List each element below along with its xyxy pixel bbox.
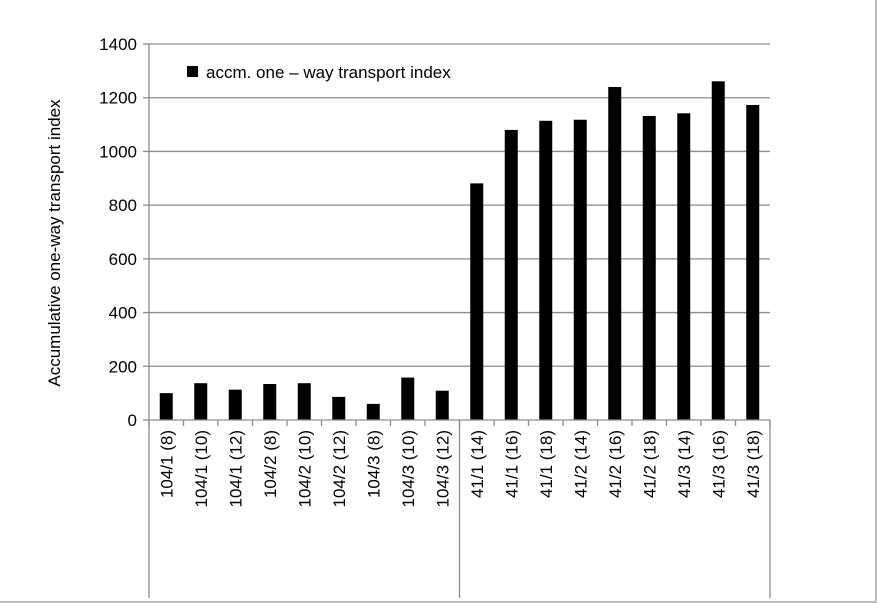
- y-tick-label: 800: [109, 196, 137, 215]
- category-label: 41/3 (14): [675, 430, 694, 498]
- category-label: 104/1 (10): [192, 430, 211, 508]
- legend: accm. one – way transport index: [187, 63, 451, 82]
- bar: [504, 129, 518, 420]
- bar: [332, 396, 346, 420]
- category-label: 104/3 (12): [433, 430, 452, 508]
- category-label: 41/1 (14): [468, 430, 487, 498]
- category-label: 41/1 (16): [502, 430, 521, 498]
- y-tick-label: 1000: [99, 142, 137, 161]
- category-label: 41/3 (18): [744, 430, 763, 498]
- category-label: 41/1 (18): [537, 430, 556, 498]
- category-labels: 104/1 (8) 104/1 (10) 104/1 (12) 104/2 (8) 10…: [157, 430, 763, 508]
- category-label: 104/2 (10): [295, 430, 314, 508]
- bar: [435, 390, 449, 420]
- bar: [228, 389, 242, 420]
- y-axis-ticks: 0 200 400 600 800 1000 1200 1400: [99, 35, 137, 430]
- bar: [263, 384, 277, 420]
- bar: [642, 115, 656, 420]
- category-label: 104/2 (12): [330, 430, 349, 508]
- category-label: 104/3 (10): [399, 430, 418, 508]
- bar: [677, 113, 691, 420]
- bar: [539, 120, 553, 420]
- y-tick-label: 600: [109, 250, 137, 269]
- bar: [470, 183, 484, 420]
- bar: [573, 119, 587, 420]
- bars: [159, 81, 760, 421]
- bar: [401, 377, 415, 420]
- bar: [194, 383, 208, 420]
- category-label: 41/2 (18): [640, 430, 659, 498]
- category-label: 104/2 (8): [261, 430, 280, 498]
- category-label: 104/3 (8): [364, 430, 383, 498]
- gridlines: [143, 43, 770, 421]
- bar: [746, 104, 760, 421]
- category-label: 104/1 (8): [157, 430, 176, 498]
- y-tick-label: 0: [128, 411, 137, 430]
- x-axis: [148, 44, 771, 598]
- bar: [159, 393, 173, 420]
- y-tick-label: 200: [109, 357, 137, 376]
- bar: [608, 86, 622, 420]
- category-label: 41/2 (16): [606, 430, 625, 498]
- category-label: 41/2 (14): [571, 430, 590, 498]
- bar: [711, 81, 725, 421]
- legend-label: accm. one – way transport index: [206, 63, 451, 82]
- bar: [366, 403, 380, 420]
- y-tick-label: 400: [109, 304, 137, 323]
- y-tick-label: 1400: [99, 35, 137, 54]
- category-label: 41/3 (16): [709, 430, 728, 498]
- legend-swatch: [187, 66, 198, 77]
- bar: [297, 383, 311, 420]
- y-tick-label: 1200: [99, 89, 137, 108]
- y-axis-label: Accumulative one-way transport index: [45, 99, 64, 387]
- category-label: 104/1 (12): [226, 430, 245, 508]
